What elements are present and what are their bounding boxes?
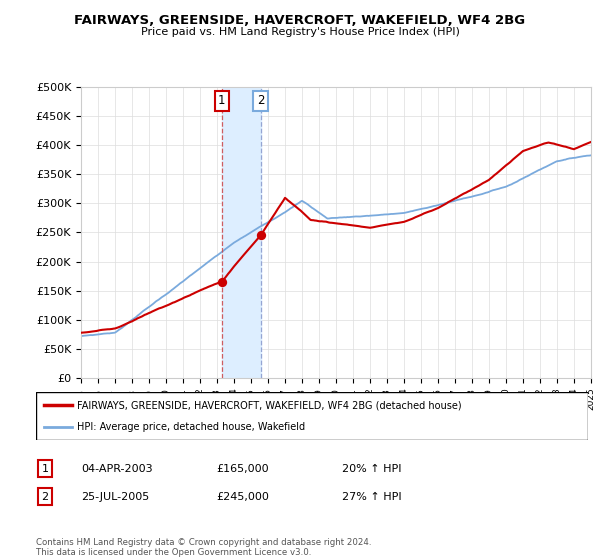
Bar [221,87,260,378]
Text: £165,000: £165,000 [216,464,269,474]
Text: 25-JUL-2005: 25-JUL-2005 [81,492,149,502]
Text: FAIRWAYS, GREENSIDE, HAVERCROFT, WAKEFIELD, WF4 2BG: FAIRWAYS, GREENSIDE, HAVERCROFT, WAKEFIE… [74,14,526,27]
Text: Price paid vs. HM Land Registry's House Price Index (HPI): Price paid vs. HM Land Registry's House … [140,27,460,37]
Text: 1: 1 [218,94,226,108]
Text: HPI: Average price, detached house, Wakefield: HPI: Average price, detached house, Wake… [77,422,305,432]
Text: 2: 2 [41,492,49,502]
Text: £245,000: £245,000 [216,492,269,502]
Text: FAIRWAYS, GREENSIDE, HAVERCROFT, WAKEFIELD, WF4 2BG (detached house): FAIRWAYS, GREENSIDE, HAVERCROFT, WAKEFIE… [77,400,462,410]
Text: 04-APR-2003: 04-APR-2003 [81,464,152,474]
Point [256,231,265,240]
Point [217,277,226,286]
Text: 27% ↑ HPI: 27% ↑ HPI [342,492,401,502]
Text: 20% ↑ HPI: 20% ↑ HPI [342,464,401,474]
Text: 1: 1 [41,464,49,474]
Text: Contains HM Land Registry data © Crown copyright and database right 2024.
This d: Contains HM Land Registry data © Crown c… [36,538,371,557]
Text: 2: 2 [257,94,264,108]
